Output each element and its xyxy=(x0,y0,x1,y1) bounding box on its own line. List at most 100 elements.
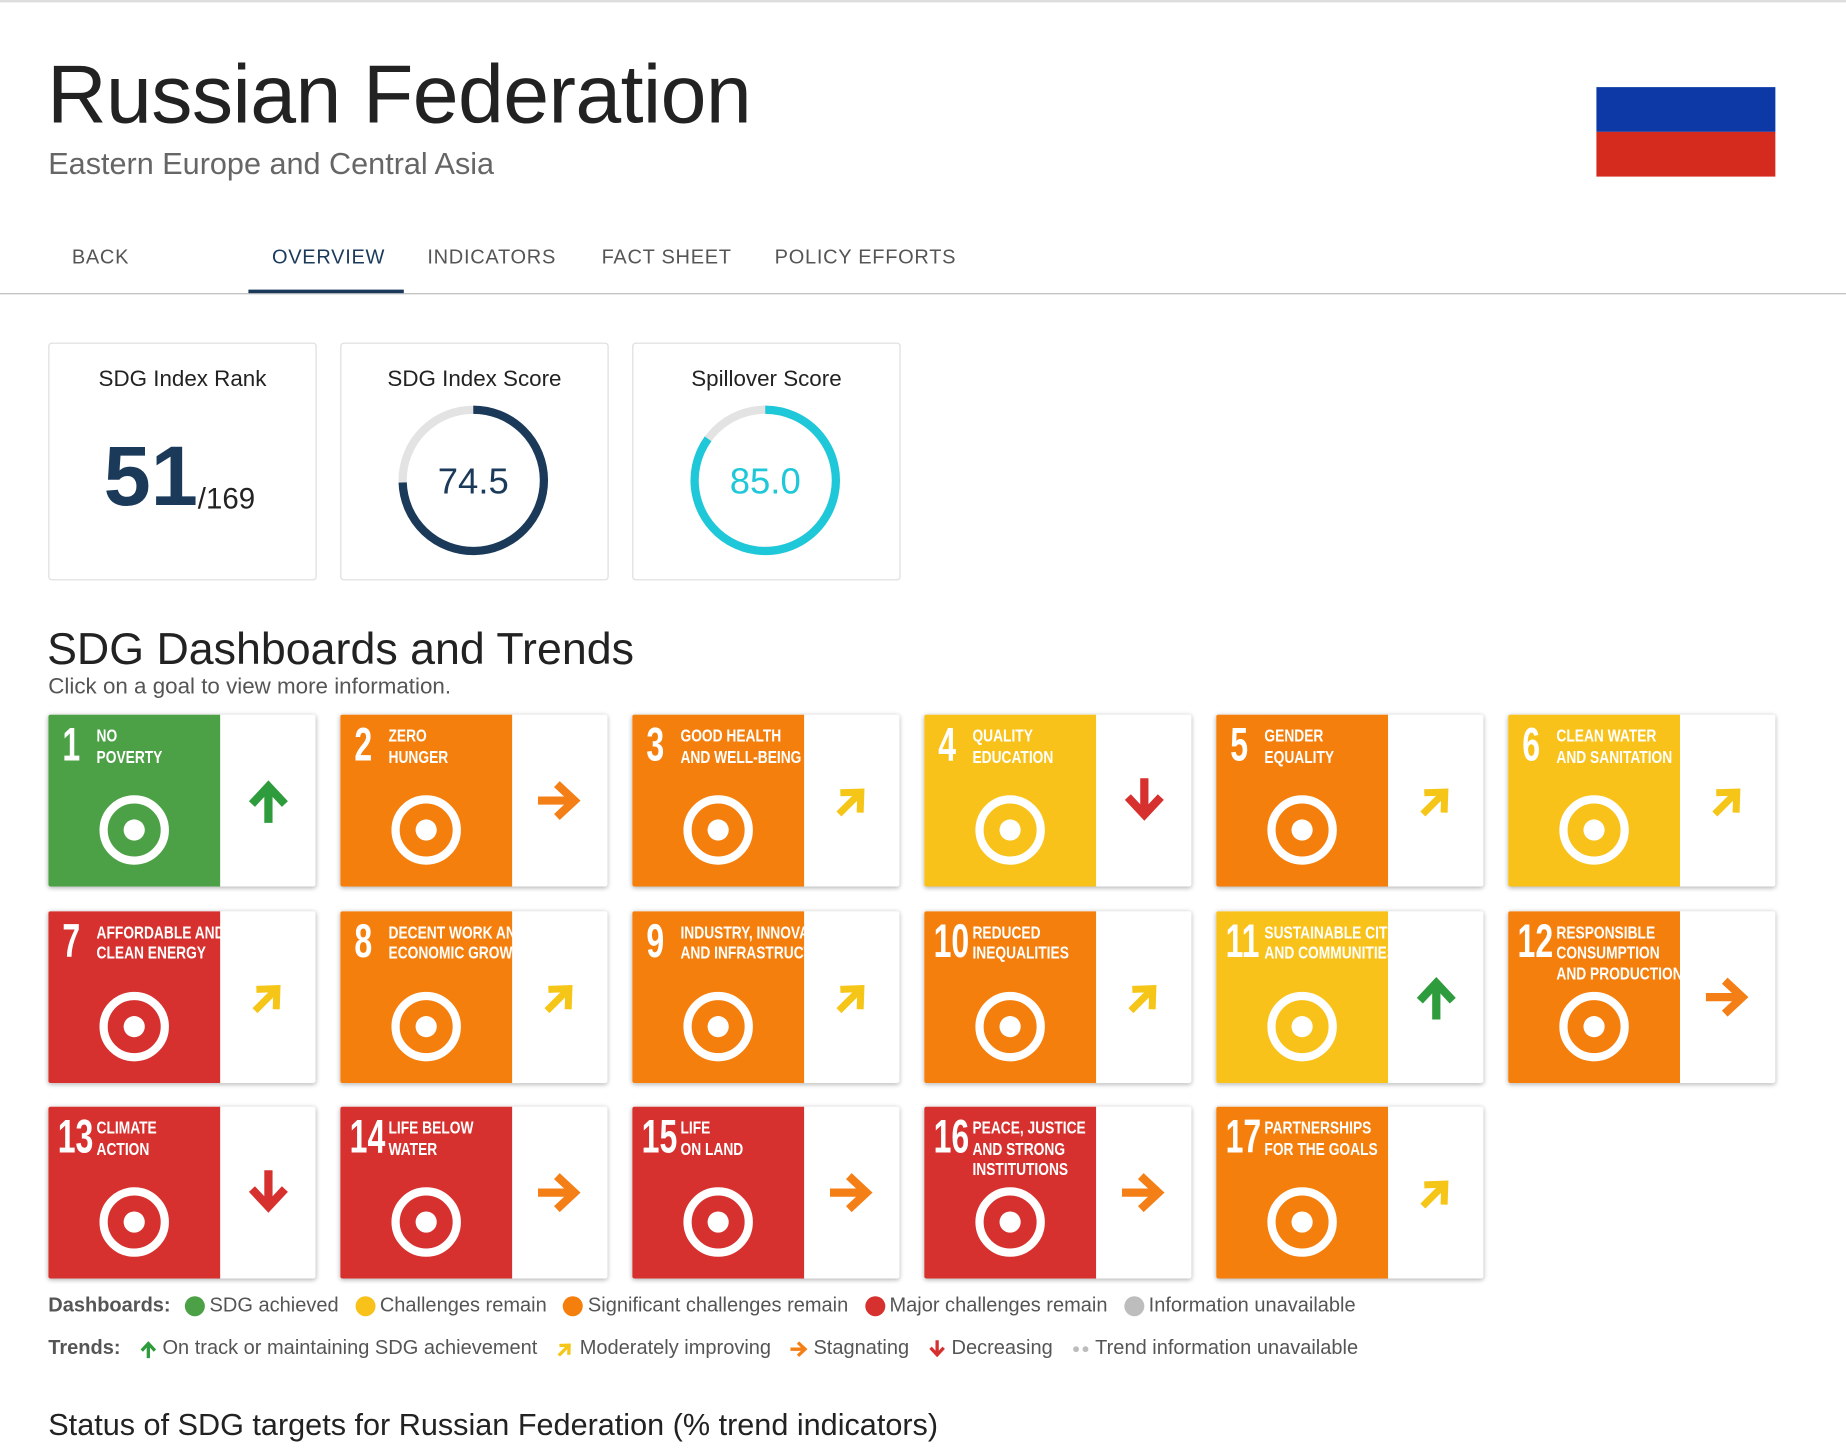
arrow-head xyxy=(1716,788,1741,813)
goal-card[interactable]: 6 CLEAN WATER AND SANITATION xyxy=(1508,714,1776,887)
arrow-head xyxy=(840,984,865,1009)
goal-icon xyxy=(683,795,753,865)
gauge: 85.0 xyxy=(690,405,841,556)
goal-number: 1 xyxy=(62,719,81,772)
icon-shape xyxy=(999,1211,1021,1233)
goal-title-block: CLIMATE ACTION xyxy=(97,1118,174,1159)
arrow-stem xyxy=(544,987,570,1013)
goal-title-block: PARTNERSHIPS FOR THE GOALS xyxy=(1264,1118,1409,1159)
trend-arrow xyxy=(252,984,281,1013)
goal-icon xyxy=(683,1187,753,1257)
tab[interactable]: POLICY EFFORTS xyxy=(774,246,957,269)
tab[interactable]: OVERVIEW xyxy=(271,246,386,269)
goal-card[interactable]: 7 AFFORDABLE AND CLEAN ENERGY xyxy=(48,910,316,1083)
trend-arrow xyxy=(558,1343,572,1357)
goal-title: AND INFRASTRUCTURE xyxy=(680,943,842,964)
goal-card[interactable]: 4 QUALITY EDUCATION xyxy=(924,714,1192,887)
arrow-stem xyxy=(836,987,862,1013)
goal-title-block: DECENT WORK AND ECONOMIC GROWTH xyxy=(389,922,571,963)
arrow-head xyxy=(548,984,573,1009)
gauge-value: 74.5 xyxy=(438,460,509,501)
goal-card[interactable]: 5 GENDER EQUALITY xyxy=(1216,714,1484,887)
goal-icon xyxy=(99,991,169,1061)
legend-dot xyxy=(563,1296,584,1317)
trend xyxy=(252,984,281,1013)
rank-total: /169 xyxy=(197,482,256,516)
goal-card[interactable]: 11 SUSTAINABLE CITIES AND COMMUNITIES xyxy=(1216,910,1484,1083)
legend-item: Stagnating xyxy=(813,1336,910,1359)
icon-shape xyxy=(1291,1015,1313,1037)
goal-title: AND WELL-BEING xyxy=(680,746,802,768)
trend-arrow xyxy=(1128,984,1157,1013)
arrow-stem xyxy=(252,987,278,1013)
tab[interactable]: FACT SHEET xyxy=(601,246,732,269)
trend xyxy=(1712,788,1741,817)
tab-divider xyxy=(0,293,1846,295)
arrow-stem xyxy=(836,791,862,817)
region: Eastern Europe and Central Asia xyxy=(48,145,495,182)
tab[interactable]: BACK xyxy=(71,246,130,269)
goal-icon xyxy=(99,1187,169,1257)
icon-shape xyxy=(1583,1015,1605,1037)
icon-shape xyxy=(1267,991,1337,1061)
goal-card[interactable]: 16 PEACE, JUSTICE AND STRONG INSTITUTIONS xyxy=(924,1106,1192,1279)
goal-card[interactable]: 2 ZERO HUNGER xyxy=(340,714,608,887)
trend-arrow xyxy=(538,781,581,821)
trend xyxy=(1420,788,1449,817)
goal-card[interactable]: 1 NO POVERTY xyxy=(48,714,316,887)
icon-shape xyxy=(707,1211,729,1233)
goal-card[interactable]: 10 REDUCED INEQUALITIES xyxy=(924,910,1192,1083)
goal-title: LIFE xyxy=(680,1118,711,1139)
goal-icon xyxy=(975,1187,1045,1257)
trend-arrow xyxy=(1420,788,1449,817)
arrow-stem xyxy=(558,1344,571,1357)
goal-title: CONSUMPTION xyxy=(1556,943,1660,964)
goal-number: 17 xyxy=(1225,1111,1262,1164)
tab[interactable]: INDICATORS xyxy=(427,246,557,269)
goal-title: AND SANITATION xyxy=(1556,746,1673,768)
icon-shape xyxy=(123,1211,145,1233)
trend xyxy=(248,780,288,823)
goal-card[interactable]: 17 PARTNERSHIPS FOR THE GOALS xyxy=(1216,1106,1484,1279)
arrow-head xyxy=(248,780,288,807)
trend-arrow xyxy=(1416,976,1456,1019)
goal-card[interactable]: 3 GOOD HEALTH AND WELL-BEING xyxy=(632,714,900,887)
legend-item: SDG achieved xyxy=(209,1293,339,1317)
goal-number: 13 xyxy=(57,1111,94,1164)
arrow-stem xyxy=(1420,1183,1446,1209)
goal-card[interactable]: 9 INDUSTRY, INNOVATION AND INFRASTRUCTURE xyxy=(632,910,900,1083)
trend-arrow xyxy=(790,1341,808,1357)
trend-arrow xyxy=(248,1170,288,1213)
goal-title: CLEAN ENERGY xyxy=(96,943,206,964)
status-title: Status of SDG targets for Russian Federa… xyxy=(48,1406,939,1443)
trend xyxy=(836,984,865,1013)
arrow-head xyxy=(256,984,281,1009)
goal-icon xyxy=(683,991,753,1061)
trend xyxy=(1705,977,1749,1017)
goal-card[interactable]: 14 LIFE BELOW WATER xyxy=(340,1106,608,1279)
score-card xyxy=(48,342,317,581)
goal-title: INEQUALITIES xyxy=(972,943,1069,964)
goal-title: ACTION xyxy=(96,1139,150,1160)
trend-arrow xyxy=(836,788,865,817)
goal-number: 16 xyxy=(933,1111,970,1164)
arrow-head xyxy=(840,788,865,813)
goal-card[interactable]: 15 LIFE ON LAND xyxy=(632,1106,900,1279)
trend xyxy=(1420,1180,1449,1209)
card-title: SDG Index Rank xyxy=(98,367,267,393)
icon-shape xyxy=(1559,991,1629,1061)
arrow-head xyxy=(1137,1173,1165,1213)
arrow-head xyxy=(1132,984,1157,1009)
legend-item: Significant challenges remain xyxy=(587,1293,849,1317)
goal-title: DECENT WORK AND xyxy=(388,922,526,943)
arrow-head xyxy=(554,1173,581,1213)
icon-shape xyxy=(1559,795,1629,865)
goal-title: ECONOMIC GROWTH xyxy=(388,943,531,964)
goal-card[interactable]: 8 DECENT WORK AND ECONOMIC GROWTH xyxy=(340,910,608,1083)
country-title: Russian Federation xyxy=(47,48,752,141)
goal-card[interactable]: 13 CLIMATE ACTION xyxy=(48,1106,316,1279)
goal-number: 11 xyxy=(1225,915,1260,968)
gauge-arc xyxy=(690,405,840,556)
goal-card[interactable]: 12 RESPONSIBLE CONSUMPTION AND PRODUCTION xyxy=(1508,910,1776,1083)
